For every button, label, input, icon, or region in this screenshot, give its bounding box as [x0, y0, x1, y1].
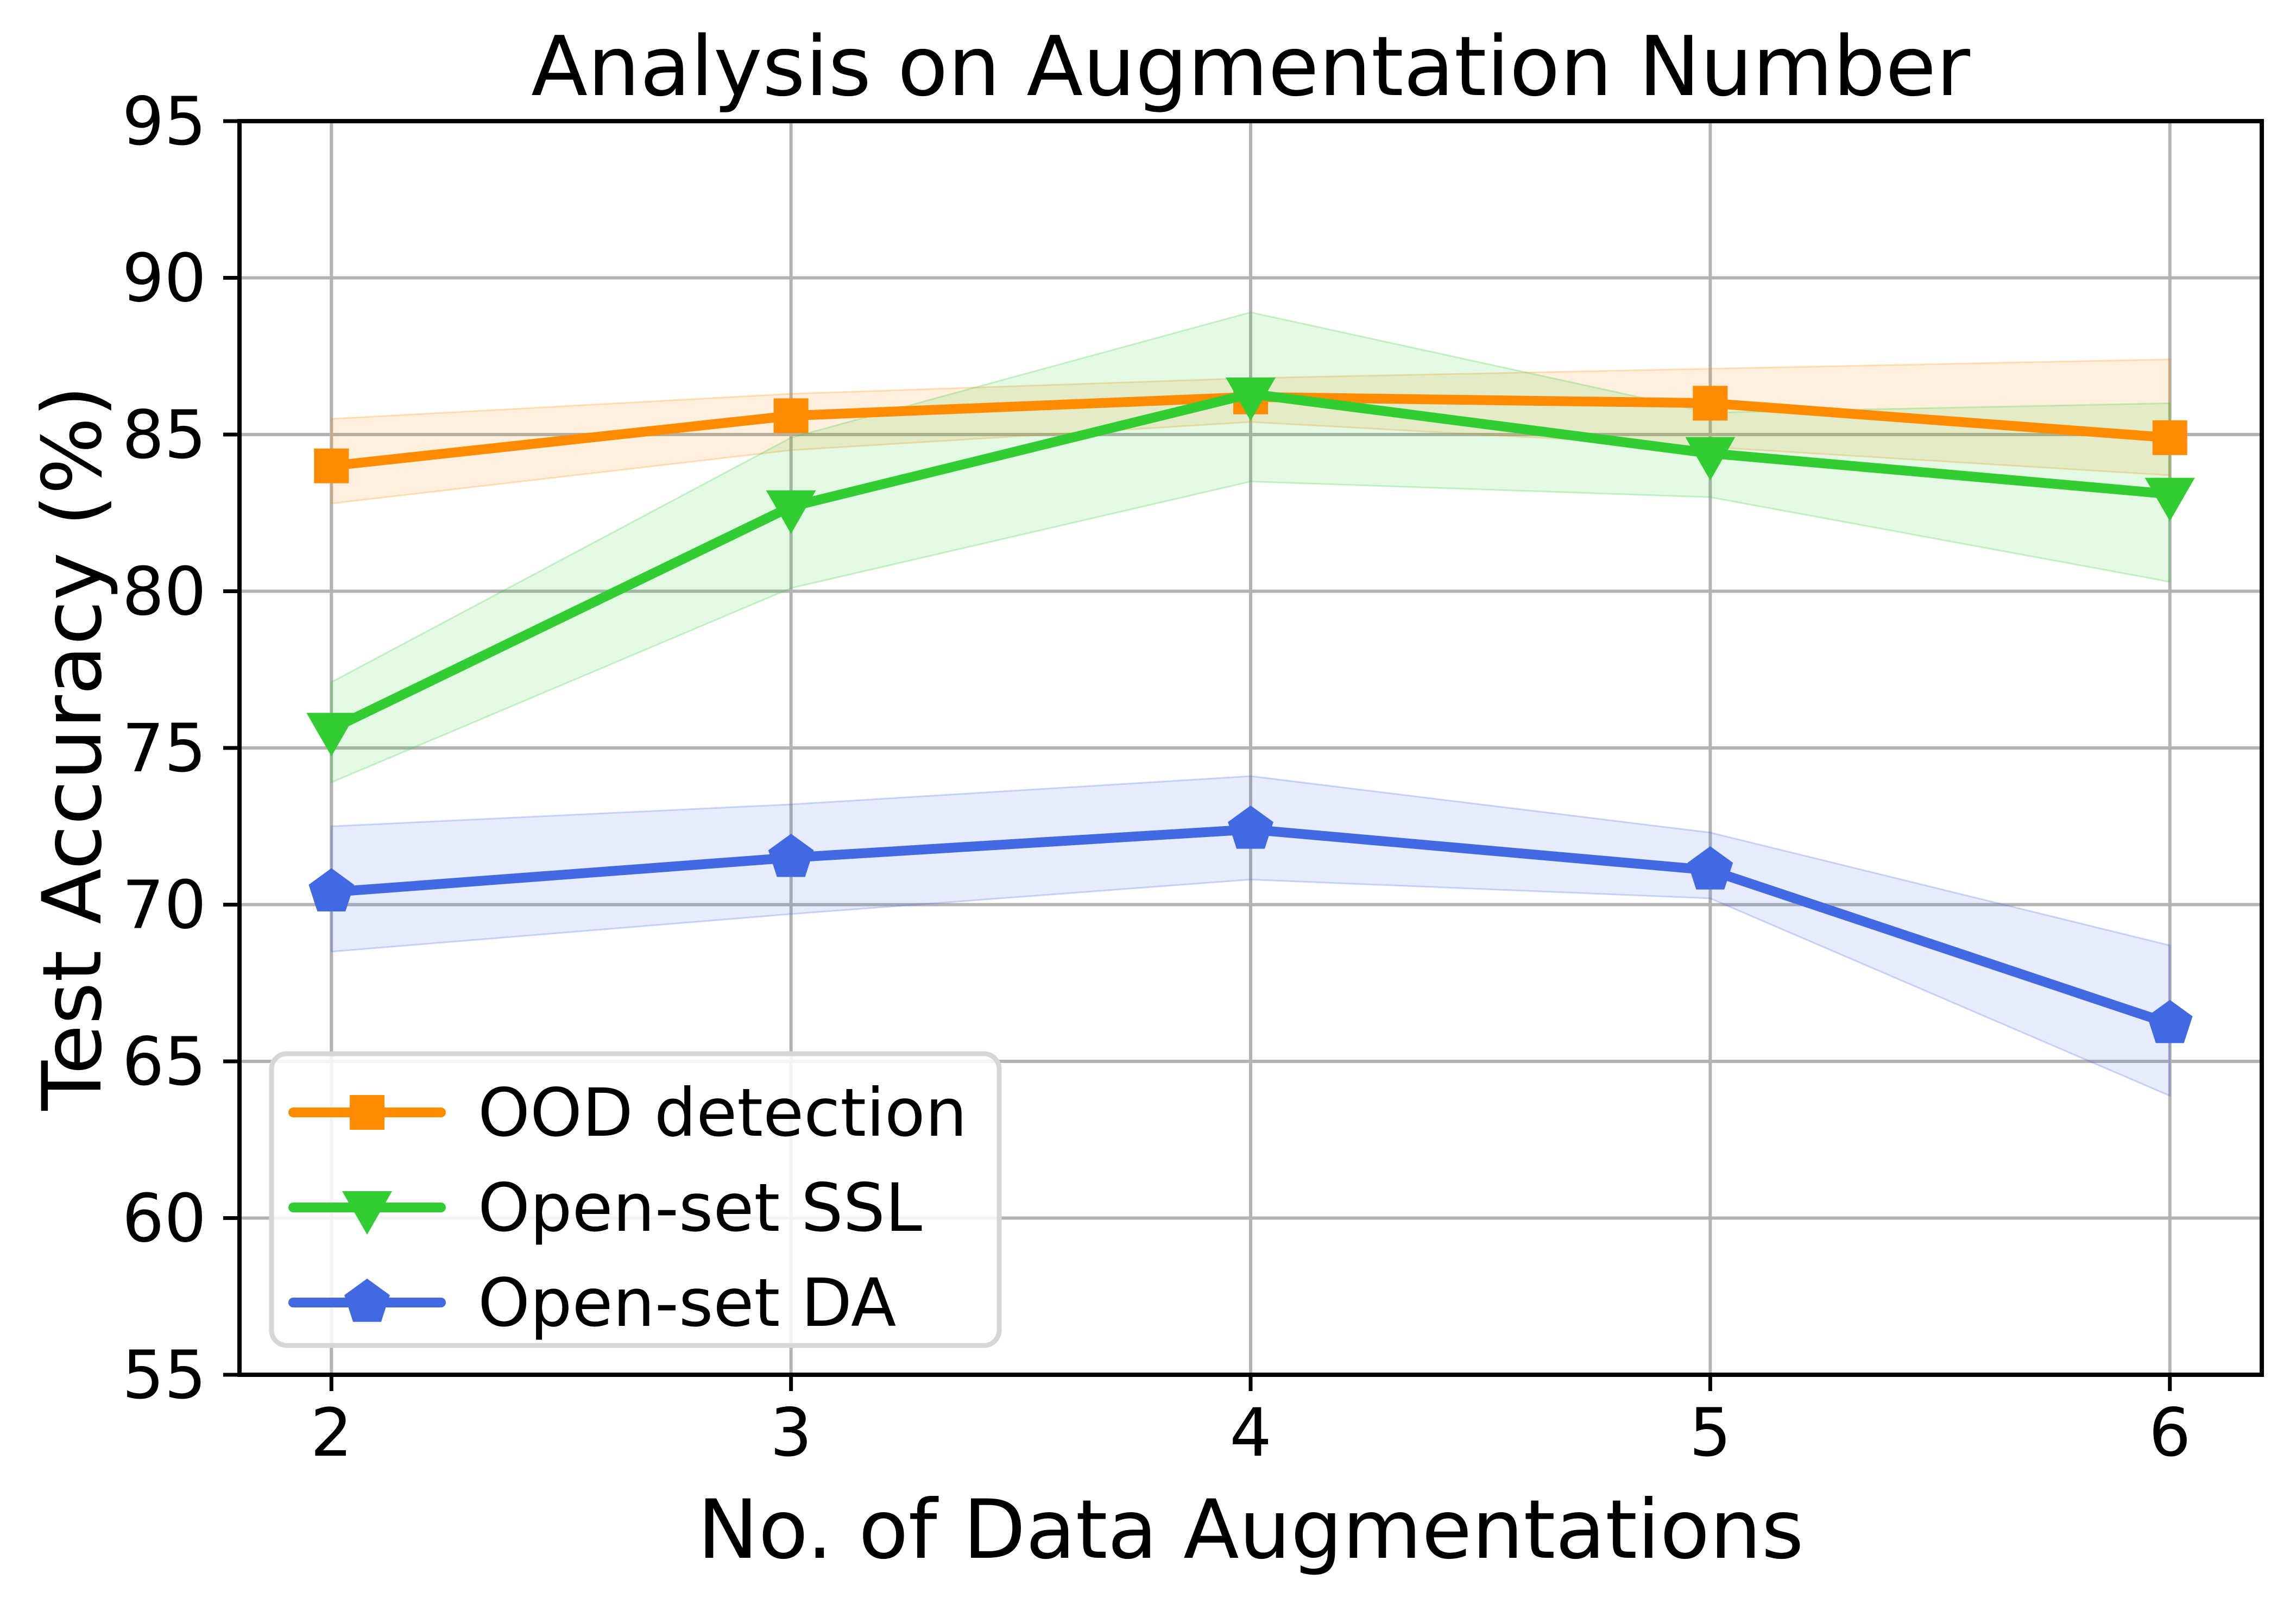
x-tick-label-5: 5 — [1689, 1394, 1732, 1471]
legend-marker-ood-detection — [350, 1095, 384, 1130]
tick-labels: 2 3 4 5 6 55 60 65 70 75 80 85 90 95 — [122, 83, 2191, 1471]
legend-entry-open-set-da: Open-set DA — [288, 1264, 896, 1342]
legend-label-ood-detection: OOD detection — [478, 1074, 967, 1152]
confidence-band-open-set-ssl — [330, 311, 2171, 784]
y-tick-label-95: 95 — [122, 83, 206, 160]
legend-entry-ood-detection: OOD detection — [288, 1074, 967, 1152]
y-tick-label-80: 80 — [122, 553, 206, 631]
legend-label-open-set-ssl: Open-set SSL — [478, 1169, 922, 1247]
legend-marker-open-set-da — [344, 1279, 390, 1322]
marker-open-set-da-x5 — [1687, 846, 1733, 890]
x-tick-label-2: 2 — [310, 1394, 352, 1471]
y-tick-label-85: 85 — [122, 397, 206, 474]
marker-open-set-da-x4 — [1228, 806, 1273, 849]
legend-entry-open-set-ssl: Open-set SSL — [288, 1169, 922, 1247]
x-tick-label-4: 4 — [1229, 1394, 1272, 1471]
x-axis-label: No. of Data Augmentations — [697, 1483, 1803, 1577]
legend: OOD detection Open-set SSL Open-set DA — [269, 1051, 1002, 1348]
y-tick-label-90: 90 — [122, 240, 206, 317]
marker-open-set-ssl-x2 — [306, 713, 357, 757]
marker-ood-detection-x2 — [314, 448, 349, 483]
legend-box — [269, 1051, 1002, 1348]
marker-ood-detection-x3 — [773, 398, 809, 433]
x-tick-label-3: 3 — [770, 1394, 812, 1471]
y-tick-label-75: 75 — [122, 710, 206, 787]
y-tick-label-60: 60 — [122, 1180, 206, 1257]
chart-title: Analysis on Augmentation Number — [531, 18, 1970, 115]
y-tick-label-65: 65 — [122, 1023, 206, 1100]
y-tick-label-55: 55 — [122, 1337, 206, 1414]
marker-ood-detection-x5 — [1693, 386, 1728, 421]
marker-open-set-ssl-x5 — [1685, 437, 1736, 481]
marker-open-set-ssl-x6 — [2144, 477, 2195, 521]
y-tick-label-70: 70 — [122, 867, 206, 944]
marker-ood-detection-x6 — [2152, 420, 2187, 455]
marker-open-set-da-x6 — [2147, 999, 2193, 1043]
legend-label-open-set-da: Open-set DA — [478, 1264, 896, 1342]
legend-marker-open-set-ssl — [342, 1191, 392, 1235]
marker-open-set-ssl-x3 — [766, 490, 816, 534]
series-lines — [306, 377, 2195, 1043]
marker-open-set-da-x3 — [768, 833, 814, 877]
y-axis-label: Test Accuracy (%) — [26, 385, 120, 1111]
marker-open-set-ssl-x4 — [1226, 377, 1276, 421]
x-tick-label-6: 6 — [2149, 1394, 2191, 1471]
marker-open-set-da-x2 — [308, 868, 355, 912]
axes — [223, 119, 2264, 1391]
